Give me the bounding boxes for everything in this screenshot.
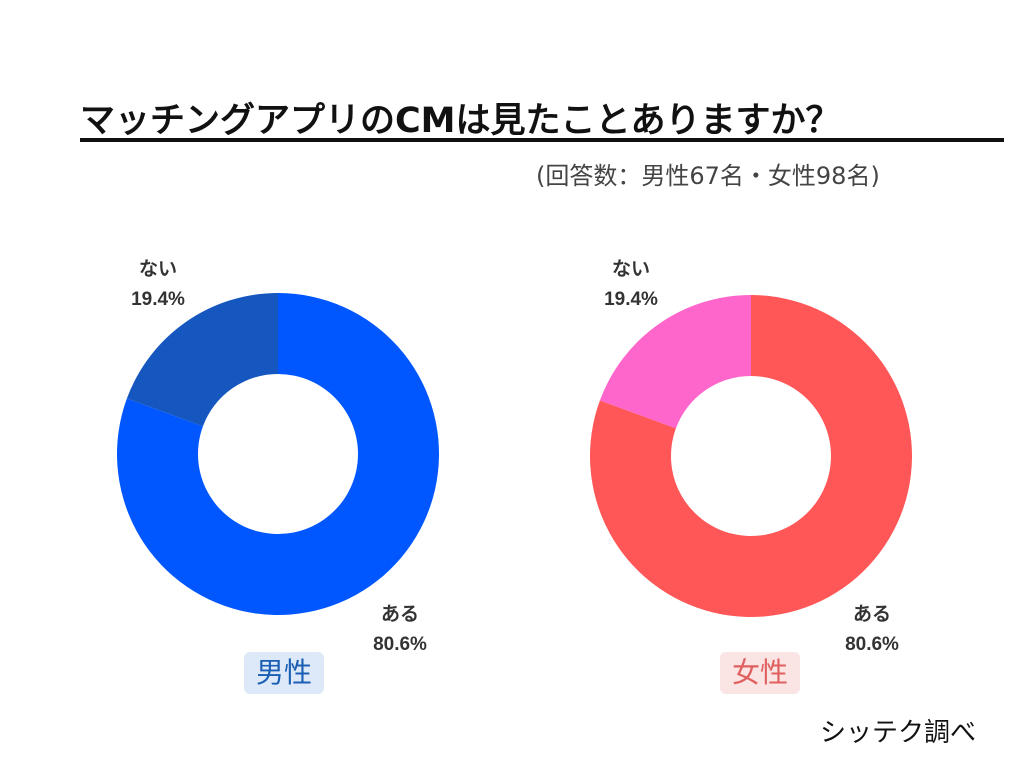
slice-label: ない <box>612 258 650 280</box>
male-donut: ない 19.4% ある 80.6% <box>116 258 439 655</box>
chart-subtitle: (回答数：男性67名・女性98名) <box>536 162 880 190</box>
title-underline <box>80 138 1004 142</box>
slice-value-label: 19.4% <box>131 289 185 310</box>
slice-nai <box>126 293 278 427</box>
slice-label: ある <box>853 603 891 625</box>
slice-nai <box>599 295 751 429</box>
slice-label: ない <box>139 258 177 280</box>
slice-aru <box>116 293 439 616</box>
slice-value-label: 19.4% <box>604 289 658 310</box>
female-donut: ない 19.4% ある 80.6% <box>590 258 912 655</box>
slice-value-label: 80.6% <box>845 634 899 655</box>
source-credit: シッテク調べ <box>820 718 977 748</box>
slice-value-label: 80.6% <box>373 634 427 655</box>
slice-aru <box>590 295 912 617</box>
chart-title: マッチングアプリのCMは見たことありますか？ <box>80 101 841 141</box>
female-chart-label: 女性 <box>720 652 801 694</box>
male-chart-label: 男性 <box>244 652 325 694</box>
slice-label: ある <box>381 603 419 625</box>
